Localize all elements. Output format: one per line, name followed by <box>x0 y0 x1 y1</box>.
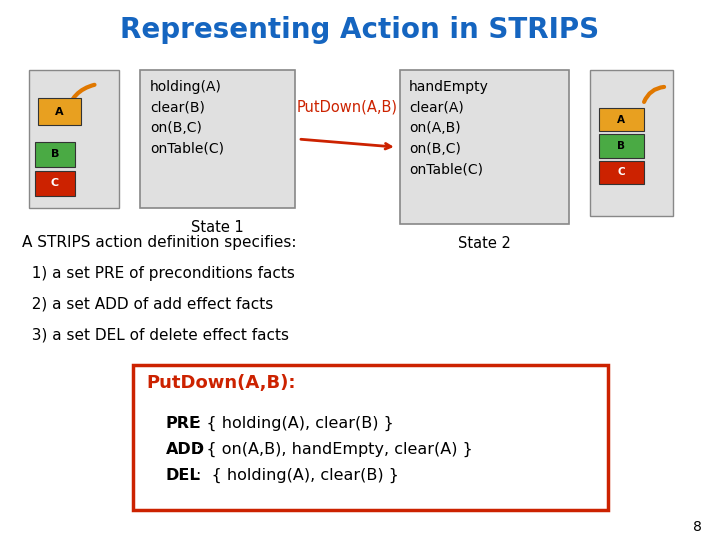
Text: Representing Action in STRIPS: Representing Action in STRIPS <box>120 16 600 44</box>
Text: holding(A)
clear(B)
on(B,C)
onTable(C): holding(A) clear(B) on(B,C) onTable(C) <box>150 80 224 156</box>
Text: B: B <box>618 141 626 151</box>
Text: ADD: ADD <box>166 442 204 457</box>
Text: 8: 8 <box>693 519 702 534</box>
Text: 2) a set ADD of add effect facts: 2) a set ADD of add effect facts <box>22 296 273 312</box>
Text: C: C <box>618 167 625 177</box>
Text: PRE: PRE <box>166 416 201 431</box>
Text: State 1: State 1 <box>192 220 244 235</box>
Text: A: A <box>618 115 626 125</box>
Text: State 2: State 2 <box>458 236 510 251</box>
FancyBboxPatch shape <box>38 98 81 125</box>
FancyBboxPatch shape <box>35 142 75 166</box>
FancyBboxPatch shape <box>133 364 608 510</box>
Text: A: A <box>55 106 63 117</box>
Text: :  { holding(A), clear(B) }: : { holding(A), clear(B) } <box>196 468 399 483</box>
Text: PutDown(A,B):: PutDown(A,B): <box>146 374 296 392</box>
FancyBboxPatch shape <box>35 171 75 195</box>
FancyBboxPatch shape <box>400 70 569 224</box>
FancyBboxPatch shape <box>599 134 644 158</box>
Text: handEmpty
clear(A)
on(A,B)
on(B,C)
onTable(C): handEmpty clear(A) on(A,B) on(B,C) onTab… <box>409 80 489 177</box>
Text: DEL: DEL <box>166 468 200 483</box>
FancyBboxPatch shape <box>29 70 119 208</box>
Text: : { on(A,B), handEmpty, clear(A) }: : { on(A,B), handEmpty, clear(A) } <box>196 442 472 457</box>
Text: B: B <box>50 149 59 159</box>
Text: : { holding(A), clear(B) }: : { holding(A), clear(B) } <box>196 416 394 431</box>
FancyBboxPatch shape <box>590 70 673 216</box>
Text: 3) a set DEL of delete effect facts: 3) a set DEL of delete effect facts <box>22 327 289 342</box>
FancyBboxPatch shape <box>140 70 295 208</box>
FancyBboxPatch shape <box>599 160 644 184</box>
Text: PutDown(A,B): PutDown(A,B) <box>297 100 398 115</box>
FancyBboxPatch shape <box>599 108 644 131</box>
Text: A STRIPS action definition specifies:: A STRIPS action definition specifies: <box>22 235 296 250</box>
Text: 1) a set PRE of preconditions facts: 1) a set PRE of preconditions facts <box>22 266 294 281</box>
Text: C: C <box>51 178 59 188</box>
